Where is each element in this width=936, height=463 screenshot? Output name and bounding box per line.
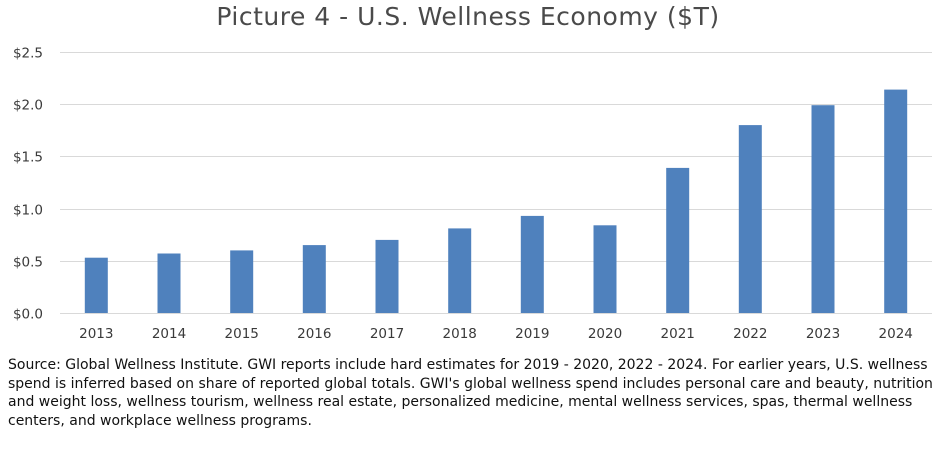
x-tick-label: 2013 [79, 326, 113, 342]
bar-2018 [448, 228, 472, 313]
bar-2019 [520, 215, 544, 313]
x-tick-label: 2023 [806, 326, 840, 342]
bar-2020 [593, 225, 617, 313]
chart-title: Picture 4 - U.S. Wellness Economy ($T) [216, 2, 720, 31]
x-tick-label: 2018 [443, 326, 477, 342]
y-tick-label: $2.0 [13, 98, 43, 114]
x-tick-label: 2020 [588, 326, 622, 342]
x-axis-ticks: 2013 2014 2015 2016 2017 2018 2019 2020 2021 2022… [79, 326, 913, 342]
y-tick-label: $0.0 [13, 307, 43, 323]
bars [84, 89, 908, 313]
y-tick-label: $0.5 [13, 255, 43, 271]
y-axis-ticks: $0.0 $0.5 $1.0 $1.5 $2.0 $2.5 [13, 46, 43, 323]
y-tick-label: $1.5 [13, 150, 43, 166]
x-tick-label: 2021 [661, 326, 695, 342]
x-tick-label: 2019 [515, 326, 549, 342]
bar-2021 [666, 167, 690, 313]
source-note: Source: Global Wellness Institute. GWI r… [8, 357, 933, 429]
x-tick-label: 2024 [879, 326, 913, 342]
bar-2022 [738, 125, 762, 313]
bar-2024 [884, 89, 908, 313]
y-tick-label: $2.5 [13, 46, 43, 62]
bar-2015 [230, 250, 254, 313]
gridlines [60, 52, 932, 314]
bar-2017 [375, 239, 399, 313]
bar-2013 [84, 257, 108, 313]
x-tick-label: 2015 [225, 326, 259, 342]
x-tick-label: 2022 [733, 326, 767, 342]
bar-2016 [302, 245, 326, 313]
x-tick-label: 2016 [297, 326, 331, 342]
bar-chart: $0.0$0.5$1.0$1.5$2.0$2.5 2013 2014 2015 201… [13, 46, 932, 342]
bar-2014 [157, 253, 181, 313]
bar-2023 [811, 105, 835, 313]
x-tick-label: 2014 [152, 326, 186, 342]
x-tick-label: 2017 [370, 326, 404, 342]
y-tick-label: $1.0 [13, 203, 43, 219]
